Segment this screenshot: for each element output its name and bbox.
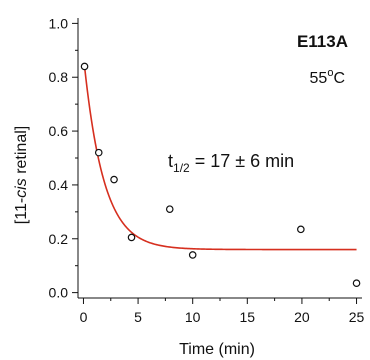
half-life-subscript: 1/2 bbox=[173, 161, 190, 175]
x-tick-label: 5 bbox=[134, 309, 142, 325]
x-tick-label: 20 bbox=[294, 309, 310, 325]
y-axis-title: [11-cis retinal] bbox=[13, 126, 30, 224]
temperature-degree: o bbox=[327, 67, 333, 79]
data-point bbox=[80, 62, 89, 71]
x-tick-label: 10 bbox=[185, 309, 201, 325]
data-point bbox=[127, 233, 136, 242]
y-tick-label: 0.2 bbox=[49, 231, 69, 247]
y-tick-label: 0.4 bbox=[49, 177, 69, 193]
x-tick-label: 15 bbox=[240, 309, 256, 325]
y-tick-label: 0.6 bbox=[49, 123, 69, 139]
x-tick-label: 0 bbox=[80, 309, 88, 325]
mutant-label: E113A bbox=[297, 32, 348, 51]
y-axis-title-prefix: [11- bbox=[13, 198, 30, 224]
data-point bbox=[352, 279, 361, 287]
data-points bbox=[80, 62, 361, 287]
y-axis-title-italic: cis bbox=[13, 178, 30, 198]
y-tick-label: 0.0 bbox=[49, 285, 69, 301]
data-point bbox=[110, 175, 118, 184]
y-axis-title-suffix: retinal] bbox=[13, 126, 30, 178]
svg-text:[11-cis retinal]: [11-cis retinal] bbox=[13, 126, 30, 224]
y-tick-label: 1.0 bbox=[49, 15, 69, 31]
half-life-symbol: t bbox=[168, 151, 173, 171]
x-tick-label: 25 bbox=[349, 309, 365, 325]
temperature-label: 55oC bbox=[310, 67, 345, 87]
temperature-value: 55 bbox=[310, 70, 328, 87]
x-axis: 0 5 10 15 20 25 bbox=[78, 297, 365, 325]
x-axis-title: Time (min) bbox=[179, 341, 255, 358]
data-point bbox=[94, 148, 103, 157]
y-axis: 0.0 0.2 0.4 0.6 0.8 1.0 bbox=[49, 15, 79, 301]
data-point bbox=[188, 251, 197, 259]
data-point bbox=[297, 225, 305, 234]
half-life-label: t1/2 = 17 ± 6 min bbox=[168, 151, 294, 175]
data-point bbox=[165, 205, 174, 213]
y-tick-label: 0.8 bbox=[49, 69, 69, 85]
temperature-unit: C bbox=[333, 70, 345, 87]
half-life-value: = 17 ± 6 min bbox=[190, 151, 294, 171]
fit-curve bbox=[83, 66, 357, 251]
